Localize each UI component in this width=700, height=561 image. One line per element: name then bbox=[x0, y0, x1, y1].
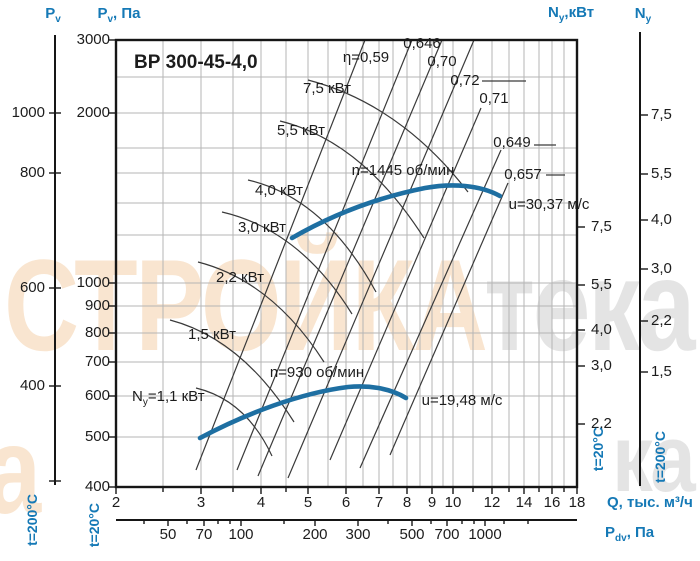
efficiency-lines bbox=[195, 39, 565, 479]
power-line-label: 4,0 кВт bbox=[255, 181, 303, 199]
right-axis-tick-label: 5,5 bbox=[591, 276, 612, 293]
temperature-label: t=200°C bbox=[24, 494, 40, 546]
efficiency-line-label: 0,657 bbox=[504, 165, 542, 183]
pdv-axis-tick-label: 50 bbox=[159, 526, 177, 543]
power-line-label: 2,2 кВт bbox=[216, 268, 264, 286]
tip-speed-label: u=30,37 м/с bbox=[508, 195, 590, 213]
y-axis-tick-label: 3000 bbox=[76, 31, 110, 48]
header-ny-outer: Ny bbox=[634, 5, 652, 25]
power-line-label: 3,0 кВт bbox=[238, 218, 286, 236]
temperature-label: t=20°C bbox=[86, 503, 102, 548]
q-axis-tick-label: 3 bbox=[196, 494, 206, 511]
right-axis-tick-label: 4,0 bbox=[591, 321, 612, 338]
q-axis-tick-label: 8 bbox=[402, 494, 412, 511]
pdv-axis-tick-label: 100 bbox=[228, 526, 254, 543]
y-axis-tick-label: 1000 bbox=[76, 274, 110, 291]
watermark-fragment-right: ка bbox=[612, 405, 696, 512]
pdv-axis-tick-label: 70 bbox=[195, 526, 213, 543]
right-axis-tick-label: 3,0 bbox=[591, 357, 612, 374]
right-axis-outer-tick-label: 7,5 bbox=[651, 106, 672, 123]
power-curves bbox=[169, 79, 469, 457]
q-axis-tick-label: 6 bbox=[341, 494, 351, 511]
pdv-axis-tick-label: 300 bbox=[345, 526, 371, 543]
y-axis-tick-label: 700 bbox=[84, 353, 110, 370]
q-axis-tick-label: 10 bbox=[444, 494, 462, 511]
y-axis-tick-label: 900 bbox=[84, 297, 110, 314]
header-ny-kvt: Ny,кВт bbox=[548, 4, 595, 24]
q-axis-tick-label: 18 bbox=[568, 494, 586, 511]
outer-axes bbox=[54, 32, 641, 521]
pdv-axis-tick-label: 1000 bbox=[468, 526, 502, 543]
right-axis-outer-tick-label: 5,5 bbox=[651, 165, 672, 182]
efficiency-line-label: 0,72 bbox=[450, 71, 480, 89]
y-axis-outer-tick-label: 600 bbox=[19, 279, 45, 296]
speed-curve-label: n=930 об/мин bbox=[269, 363, 365, 381]
y-axis-outer-tick-label: 400 bbox=[19, 377, 45, 394]
y-axis-tick-label: 600 bbox=[84, 387, 110, 404]
pdv-axis-title: Pdv, Па bbox=[605, 524, 655, 544]
tip-speed-label: u=19,48 м/с bbox=[421, 391, 503, 409]
temperature-label: t=200°C bbox=[652, 431, 668, 483]
speed-curve-label: n=1445 об/мин bbox=[351, 161, 455, 179]
chart-title: ВР 300-45-4,0 bbox=[134, 52, 258, 73]
y-axis-tick-label: 400 bbox=[84, 478, 110, 495]
efficiency-line-label: 0,646 bbox=[403, 34, 441, 52]
y-axis-tick-label: 2000 bbox=[76, 104, 110, 121]
header-pv-outer: Pv bbox=[45, 5, 61, 25]
power-line-label: 5,5 кВт bbox=[277, 121, 325, 139]
q-axis-tick-label: 2 bbox=[111, 494, 121, 511]
header-pv-pa: Pv, Па bbox=[97, 5, 141, 25]
q-axis-title: Q, тыс. м³/ч bbox=[607, 494, 693, 511]
q-axis-tick-label: 12 bbox=[483, 494, 501, 511]
grid-lines bbox=[116, 40, 577, 487]
q-axis-tick-label: 9 bbox=[427, 494, 437, 511]
q-axis-tick-label: 4 bbox=[256, 494, 266, 511]
q-axis-tick-label: 16 bbox=[543, 494, 561, 511]
speed-curves bbox=[197, 183, 503, 441]
temperature-label: t=20°C bbox=[590, 427, 606, 472]
watermark-fragment-left: а bbox=[0, 400, 41, 542]
y-axis-outer-tick-label: 800 bbox=[19, 164, 45, 181]
efficiency-line-label: 0,71 bbox=[479, 89, 509, 107]
y-axis-tick-label: 800 bbox=[84, 324, 110, 341]
right-axis-outer-tick-label: 2,2 bbox=[651, 312, 672, 329]
y-axis-outer-tick-label: 1000 bbox=[11, 104, 45, 121]
pdv-axis-tick-label: 200 bbox=[302, 526, 328, 543]
y-axis-tick-label: 500 bbox=[84, 428, 110, 445]
axis-ticks bbox=[49, 39, 648, 526]
watermark-text: СТРОЙКАтека bbox=[4, 232, 696, 378]
efficiency-line-label: η=0,59 bbox=[342, 48, 390, 66]
right-axis-outer-tick-label: 1,5 bbox=[651, 363, 672, 380]
right-axis-outer-tick-label: 3,0 bbox=[651, 260, 672, 277]
q-axis-tick-label: 7 bbox=[374, 494, 384, 511]
right-axis-tick-label: 2,2 bbox=[591, 415, 612, 432]
power-line-label-min: Ny=1,1 кВт bbox=[132, 388, 205, 408]
power-line-label: 7,5 кВт bbox=[303, 79, 351, 97]
pdv-axis-tick-label: 500 bbox=[399, 526, 425, 543]
curve-n930 bbox=[197, 384, 409, 441]
q-axis-tick-label: 14 bbox=[515, 494, 533, 511]
efficiency-line-label: 0,649 bbox=[493, 133, 531, 151]
power-line-label: 1,5 кВт bbox=[188, 325, 236, 343]
right-axis-outer-tick-label: 4,0 bbox=[651, 211, 672, 228]
q-axis-tick-label: 5 bbox=[303, 494, 313, 511]
curve-n1445 bbox=[289, 183, 503, 241]
pdv-axis-tick-label: 700 bbox=[434, 526, 460, 543]
right-axis-tick-label: 7,5 bbox=[591, 218, 612, 235]
efficiency-line-label: 0,70 bbox=[427, 52, 457, 70]
